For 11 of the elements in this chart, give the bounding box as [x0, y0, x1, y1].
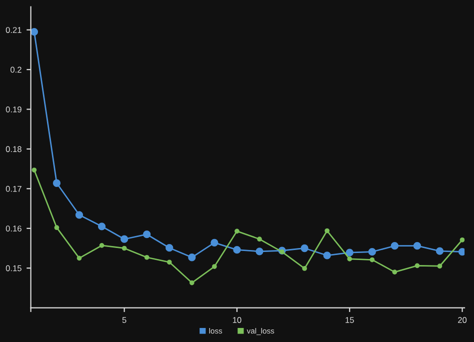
y-tick-label: 0.18	[6, 146, 22, 152]
y-tick-label: 0.17	[6, 186, 22, 192]
x-tick-label: 5	[122, 317, 126, 323]
y-tick-label: 0.15	[6, 265, 22, 272]
y-tick-label: 0.21	[6, 27, 22, 33]
y-tick-label: 0.19	[6, 106, 22, 112]
x-tick-label: 15	[346, 317, 354, 323]
y-tick-label: 0.16	[6, 226, 22, 232]
x-tick-label: 10	[232, 317, 242, 323]
x-tick-label: 20	[458, 317, 467, 323]
y-tick-label: 0.2	[10, 66, 22, 73]
